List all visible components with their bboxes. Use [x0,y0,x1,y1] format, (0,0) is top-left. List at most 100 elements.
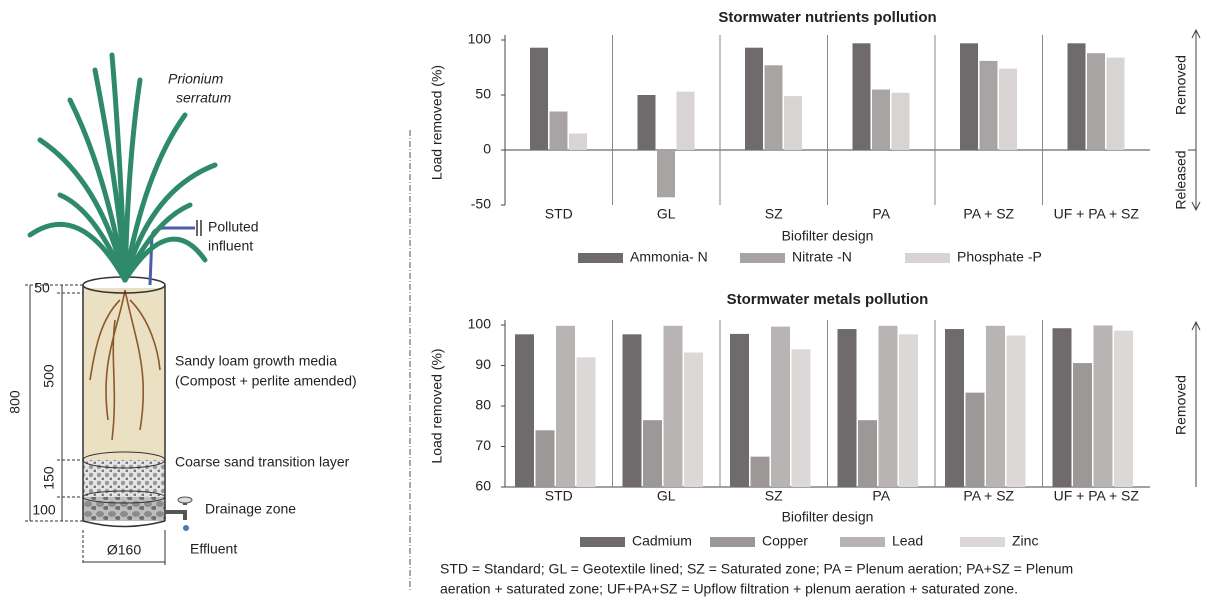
bar [1006,335,1026,487]
arrow-head [1191,201,1201,212]
bar [684,352,703,487]
roots [89,289,161,441]
layer-label: Drainage zone [205,501,296,517]
bar [852,43,871,150]
dim-label: 500 [41,364,57,388]
y-tick-label: -50 [471,196,491,212]
legend-swatch [740,253,785,263]
inlet-pipe [148,226,195,286]
bar [676,91,695,150]
bar [1106,57,1125,150]
bar [515,334,534,487]
bar [1067,43,1086,150]
x-axis-label: Biofilter design [782,228,874,244]
bar [549,111,568,150]
y-tick-label: 100 [468,316,492,332]
dim-label: 150 [41,466,57,490]
pipe-cap [196,220,202,236]
dim-label: 50 [34,280,50,296]
bar [569,133,587,150]
influent-label: Polluted [208,219,259,235]
y-tick-label: 70 [475,437,491,453]
dimension-lines [25,284,166,565]
x-tick-label: PA [872,206,890,222]
bar [899,334,918,487]
plant [27,52,218,283]
bar [1073,363,1092,487]
x-tick-label: GL [657,206,676,222]
bar [1052,328,1072,487]
y-tick-label: 50 [475,86,491,102]
x-tick-label: SZ [765,206,783,222]
column-wall [82,285,166,521]
footnote: aeration + saturated zone; UF+PA+SZ = Up… [440,581,1018,597]
drainage-layer [83,497,165,521]
bar [535,430,555,487]
species: serratum [176,90,232,106]
dim-label: 800 [7,390,23,414]
bar [945,329,964,487]
y-tick-label: 0 [483,141,491,157]
bar [837,329,857,487]
growth-media [83,288,165,460]
x-tick-label: UF + PA + SZ [1054,206,1140,222]
y-tick-label: 60 [475,478,491,494]
legend-label: Nitrate -N [792,249,852,265]
legend-swatch [580,537,625,547]
legend-swatch [710,537,755,547]
x-tick-label: STD [545,488,573,504]
bar [730,333,749,487]
y-tick-label: 80 [475,397,491,413]
layer-label: (Compost + perlite amended) [175,373,357,389]
influent-label: influent [208,238,253,254]
legend-swatch [578,253,623,263]
legend-label: Copper [762,533,808,549]
bar [858,420,877,487]
bar [891,92,910,150]
bar [986,325,1005,487]
bar [556,325,575,487]
bar [784,96,802,150]
bar [965,392,985,487]
legend-swatch [960,537,1005,547]
bar [657,150,675,198]
bar [1114,330,1133,487]
bar [750,456,770,487]
effluent-label: Effluent [190,541,237,557]
bar [999,68,1017,150]
bar [979,60,998,150]
biofilter-diagram: Prionium serratum Polluted influent 50 5… [7,52,357,565]
footnote: STD = Standard; GL = Geotextile lined; S… [440,561,1073,577]
y-axis-label: Load removed (%) [429,348,445,463]
drop [183,525,189,531]
bar [530,47,548,151]
bar [643,420,662,487]
x-tick-label: SZ [765,488,783,504]
x-tick-label: STD [545,206,573,222]
bar [960,43,978,150]
bar [1093,325,1113,487]
legend-swatch [905,253,950,263]
y-tick-label: 90 [475,356,491,372]
y-tick-label: 100 [468,31,492,47]
direction-label: Removed [1173,55,1189,115]
bar [745,47,763,151]
arrow-head [1191,28,1201,39]
bar [791,349,811,487]
dim-label: 100 [32,502,56,518]
legend-label: Phosphate -P [957,249,1042,265]
bar [872,89,890,150]
bar [663,325,683,487]
x-tick-label: PA + SZ [963,488,1014,504]
bar [1087,53,1105,151]
bar [576,357,596,487]
chart-title: Stormwater nutrients pollution [718,9,936,26]
direction-label: Removed [1173,375,1189,435]
legend-label: Zinc [1012,533,1038,549]
x-tick-label: GL [657,488,676,504]
arrow-head [1191,320,1201,331]
legend-label: Ammonia- N [630,249,708,265]
bar [622,334,642,487]
legend-label: Lead [892,533,923,549]
direction-label: Released [1173,150,1189,209]
